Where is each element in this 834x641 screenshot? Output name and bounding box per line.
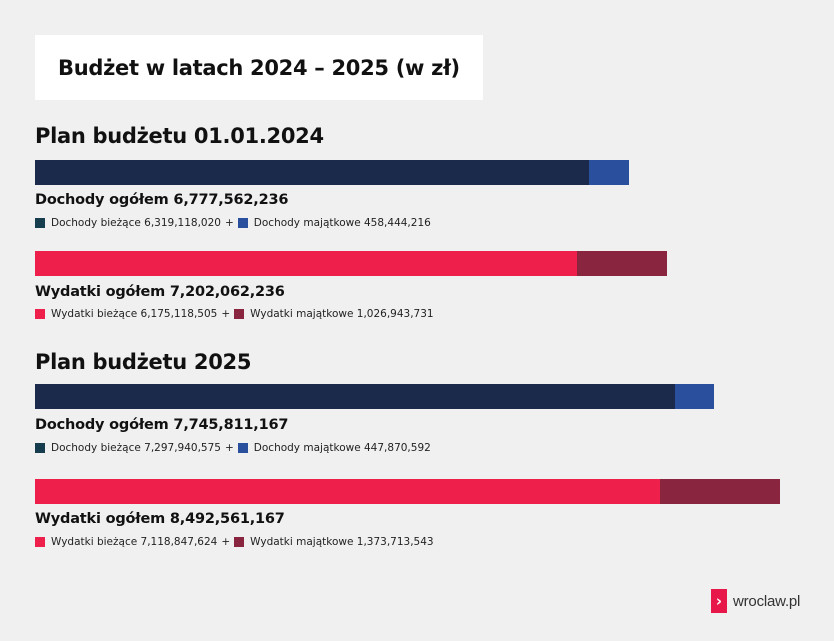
legend-label-dochody-biezace: Dochody bieżące 7,297,940,575 xyxy=(51,442,221,454)
legend-label-wydatki-biezace: Wydatki bieżące 7,118,847,624 xyxy=(51,536,218,548)
bar-dochody-2024 xyxy=(35,160,630,185)
legend-swatch-dochody-majatkowe xyxy=(237,218,248,228)
bar-wydatki-2024 xyxy=(35,251,667,276)
bar-segment-wydatki-majatkowe-2025 xyxy=(659,479,780,504)
bar-segment-wydatki-biezace-2025 xyxy=(35,479,660,504)
bar-wydatki-2025 xyxy=(35,479,780,504)
legend-plus: + xyxy=(224,217,234,229)
legend-plus: + xyxy=(221,308,231,320)
legend-plus: + xyxy=(221,536,231,548)
legend-wydatki-2024: Wydatki bieżące 6,175,118,505 + Wydatki … xyxy=(35,308,434,320)
total-dochody-2024: Dochody ogółem 6,777,562,236 xyxy=(35,192,289,208)
legend-label-dochody-majatkowe: Dochody majątkowe 447,870,592 xyxy=(253,442,431,454)
legend-label-dochody-majatkowe: Dochody majątkowe 458,444,216 xyxy=(253,217,431,229)
legend-swatch-wydatki-majatkowe xyxy=(234,537,245,547)
chevron-right-icon: › xyxy=(711,589,727,613)
legend-dochody-2024: Dochody bieżące 6,319,118,020 + Dochody … xyxy=(35,217,431,229)
logo-text: wroclaw.pl xyxy=(733,592,801,610)
bar-segment-dochody-majatkowe-2024 xyxy=(589,160,630,185)
legend-swatch-wydatki-biezace xyxy=(35,537,45,547)
legend-label-wydatki-biezace: Wydatki bieżące 6,175,118,505 xyxy=(51,308,218,320)
legend-swatch-wydatki-majatkowe xyxy=(234,309,245,319)
legend-swatch-wydatki-biezace xyxy=(35,309,45,319)
legend-swatch-dochody-biezace xyxy=(35,443,45,453)
bar-dochody-2025 xyxy=(35,384,715,409)
legend-swatch-dochody-majatkowe xyxy=(237,443,248,453)
section-title-2024: Plan budżetu 01.01.2024 xyxy=(35,124,324,148)
bar-segment-wydatki-majatkowe-2024 xyxy=(576,251,667,276)
legend-label-wydatki-majatkowe: Wydatki majątkowe 1,373,713,543 xyxy=(250,536,434,548)
legend-dochody-2025: Dochody bieżące 7,297,940,575 + Dochody … xyxy=(35,442,431,454)
bar-segment-dochody-biezace-2024 xyxy=(35,160,590,185)
legend-wydatki-2025: Wydatki bieżące 7,118,847,624 + Wydatki … xyxy=(35,536,434,548)
bar-segment-dochody-biezace-2025 xyxy=(35,384,676,409)
chart-title-box: Budżet w latach 2024 – 2025 (w zł) xyxy=(35,35,483,100)
wroclaw-logo: › wroclaw.pl xyxy=(711,589,800,613)
section-title-2025: Plan budżetu 2025 xyxy=(35,350,252,374)
total-wydatki-2025: Wydatki ogółem 8,492,561,167 xyxy=(35,511,285,527)
total-dochody-2025: Dochody ogółem 7,745,811,167 xyxy=(35,417,289,433)
bar-segment-wydatki-biezace-2024 xyxy=(35,251,577,276)
legend-swatch-dochody-biezace xyxy=(35,218,45,228)
legend-label-wydatki-majatkowe: Wydatki majątkowe 1,026,943,731 xyxy=(250,308,434,320)
bar-segment-dochody-majatkowe-2025 xyxy=(675,384,715,409)
legend-label-dochody-biezace: Dochody bieżące 6,319,118,020 xyxy=(51,217,221,229)
total-wydatki-2024: Wydatki ogółem 7,202,062,236 xyxy=(35,284,285,300)
legend-plus: + xyxy=(224,442,234,454)
chart-title: Budżet w latach 2024 – 2025 (w zł) xyxy=(58,55,460,80)
